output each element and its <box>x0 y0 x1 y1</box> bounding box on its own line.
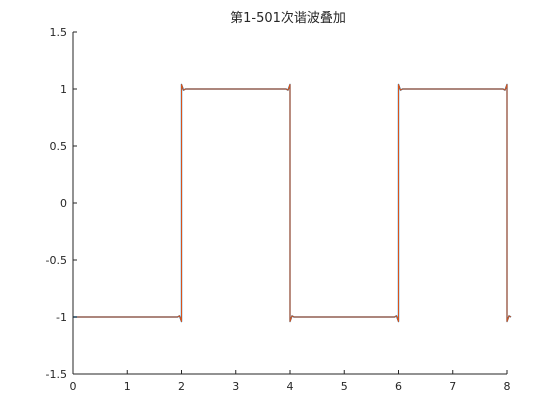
x-tick-label: 6 <box>395 380 402 393</box>
y-tick-label: -0.5 <box>46 254 67 267</box>
y-tick-label: -1.5 <box>46 368 67 381</box>
y-tick-label: 0.5 <box>50 140 68 153</box>
x-tick-label: 4 <box>287 380 294 393</box>
series-layer <box>73 83 512 323</box>
y-tick-label: 1 <box>60 83 67 96</box>
y-tick-label: -1 <box>56 311 67 324</box>
y-tick-label: 1.5 <box>50 26 68 39</box>
x-tick-label: 8 <box>504 380 511 393</box>
ticks-layer: 0 1 2 3 4 5 6 7 8 1.5 1 0.5 0 -0.5 -1 -1.5 <box>46 26 511 393</box>
chart-title: 第1-501次谐波叠加 <box>230 10 346 26</box>
x-tick-label: 5 <box>341 380 348 393</box>
series-line-2 <box>73 83 512 323</box>
series-line-1 <box>73 83 512 323</box>
x-tick-label: 1 <box>124 380 131 393</box>
x-tick-label: 7 <box>449 380 456 393</box>
x-tick-label: 3 <box>232 380 239 393</box>
x-tick-label: 0 <box>70 380 77 393</box>
x-tick-label: 2 <box>178 380 185 393</box>
y-tick-label: 0 <box>60 197 67 210</box>
